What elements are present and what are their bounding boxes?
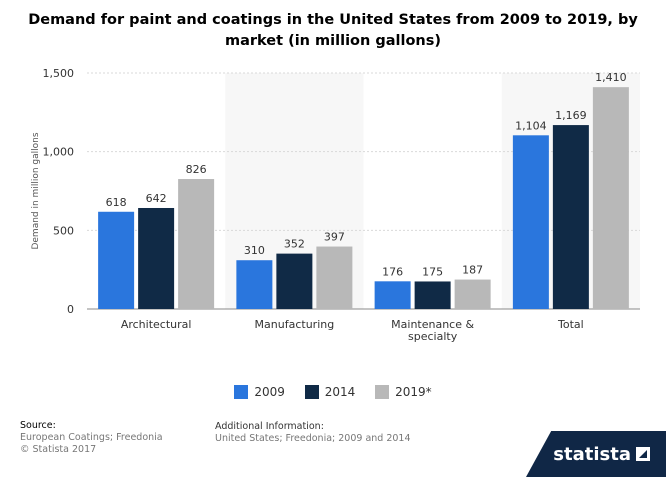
x-tick-label: specialty — [408, 330, 458, 343]
statista-logo[interactable]: statista — [526, 431, 666, 477]
bar-2009-0 — [98, 211, 135, 309]
bar-2014-3 — [552, 125, 589, 309]
bar-chart: 0 500 1,000 1,500 Demand in million gallons 6… — [31, 67, 640, 343]
legend-item-2014[interactable]: 2014 — [304, 385, 356, 399]
data-label: 1,169 — [555, 109, 587, 122]
x-tick-label: Architectural — [121, 318, 192, 331]
legend-label: 2019* — [395, 385, 432, 399]
source-line[interactable]: European Coatings; Freedonia — [20, 432, 163, 443]
bar-2019-2 — [454, 279, 491, 309]
legend-label: 2014 — [324, 385, 356, 399]
data-label: 176 — [382, 265, 403, 278]
data-label: 1,104 — [515, 119, 547, 132]
chart-title: Demand for paint and coatings in the Uni… — [28, 12, 638, 49]
data-label: 618 — [106, 196, 127, 209]
y-axis-title: Demand in million gallons — [31, 132, 41, 249]
x-tick-label: Maintenance & — [391, 318, 474, 331]
legend-swatch — [304, 385, 319, 399]
bar-2014-1 — [276, 253, 313, 309]
statista-arrow-icon — [636, 447, 650, 461]
additional-info-block: Additional Information: United States; F… — [215, 421, 411, 445]
copyright-line: © Statista 2017 — [20, 444, 97, 455]
bar-2014-0 — [138, 207, 175, 309]
legend-item-2019[interactable]: 2019* — [375, 385, 432, 399]
legend-label: 2009 — [254, 385, 285, 399]
data-label: 175 — [422, 265, 443, 278]
data-label: 397 — [324, 231, 345, 244]
legend-swatch — [375, 385, 390, 399]
y-tick-label: 1,500 — [43, 67, 75, 80]
data-label: 642 — [146, 192, 167, 205]
additional-info-line: United States; Freedonia; 2009 and 2014 — [215, 433, 411, 444]
bar-2019-1 — [316, 246, 353, 309]
bar-2019-0 — [178, 179, 215, 309]
x-tick-label: Total — [557, 318, 584, 331]
data-label: 310 — [244, 244, 265, 257]
data-label: 187 — [462, 264, 483, 277]
bar-2014-2 — [414, 281, 451, 309]
bar-2019-3 — [592, 87, 629, 309]
legend-swatch — [234, 385, 249, 399]
bar-2009-3 — [512, 135, 549, 309]
source-block: Source: European Coatings; Freedonia © S… — [20, 420, 163, 456]
additional-info-heading: Additional Information: — [215, 421, 324, 432]
y-tick-label: 500 — [53, 224, 74, 237]
source-heading: Source: — [20, 420, 56, 431]
y-tick-label: 1,000 — [43, 146, 75, 159]
bar-2009-1 — [236, 260, 273, 309]
data-label: 826 — [186, 163, 207, 176]
y-tick-label: 0 — [67, 303, 74, 316]
legend: 2009 2014 2019* — [0, 385, 666, 402]
bar-2009-2 — [374, 281, 411, 309]
legend-item-2009[interactable]: 2009 — [234, 385, 285, 399]
data-label: 1,410 — [595, 71, 627, 84]
brand-name: statista — [553, 443, 631, 465]
data-label: 352 — [284, 238, 305, 251]
x-tick-label: Manufacturing — [255, 318, 335, 331]
